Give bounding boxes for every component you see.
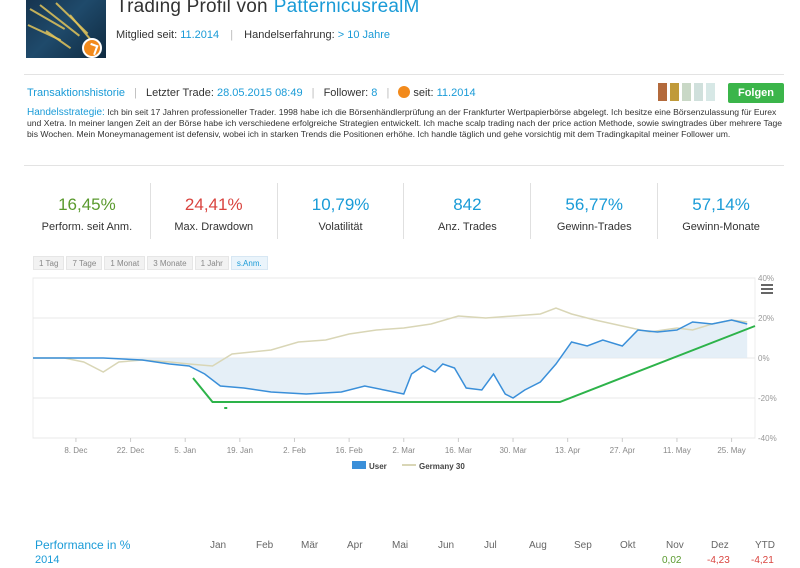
stat-value: 24,41%: [184, 195, 243, 214]
stat-card: 16,45% Perform. seit Anm.: [24, 183, 151, 239]
performance-table: Performance in % Jan Feb Mär Apr Mai Jun Jul Aug…: [0, 538, 800, 568]
x-tick-label: 22. Dec: [117, 446, 145, 455]
since-value: 11.2014: [436, 87, 476, 99]
stat-card: 842 Anz. Trades: [404, 183, 532, 239]
follow-button[interactable]: Folgen: [728, 83, 784, 103]
username: PatternicusrealM: [273, 0, 420, 17]
y-tick-label: -40%: [758, 434, 777, 443]
tab-3-monate[interactable]: 3 Monate: [147, 256, 193, 270]
chart-menu-icon: [761, 288, 773, 290]
performance-title: Performance in %: [35, 538, 131, 552]
chart-menu-icon: [761, 292, 773, 294]
x-tick-label: 2. Mar: [392, 446, 415, 455]
x-tick-label: 27. Apr: [610, 446, 636, 455]
y-tick-label: -20%: [758, 394, 777, 403]
legend-label-germany-30: Germany 30: [419, 462, 465, 471]
y-tick-label: 0%: [758, 354, 770, 363]
rank-ribbon-icon: [670, 83, 679, 105]
tab-1-jahr[interactable]: 1 Jahr: [194, 256, 229, 270]
month-header: Dez: [711, 540, 729, 551]
stat-value: 842: [453, 195, 482, 214]
month-header: Feb: [256, 540, 274, 551]
stats-row: 16,45% Perform. seit Anm. 24,41% Max. Drawd…: [24, 183, 784, 239]
x-tick-label: 16. Feb: [336, 446, 364, 455]
x-tick-label: 19. Jan: [227, 446, 253, 455]
experience-value: > 10 Jahre: [337, 29, 391, 41]
strategy-label: Handelsstrategie:: [27, 107, 105, 118]
follower-count: 8: [371, 87, 378, 99]
tab-s-anm[interactable]: s.Anm.: [230, 256, 268, 270]
year-label: 2014: [35, 554, 60, 566]
stat-card: 24,41% Max. Drawdown: [151, 183, 278, 239]
annotation-dot: [224, 407, 228, 409]
month-header: Nov: [666, 540, 684, 551]
stat-card: 10,79% Volatilität: [278, 183, 405, 239]
stat-value: 56,77%: [565, 195, 624, 214]
x-tick-label: 30. Mar: [499, 446, 526, 455]
rank-ribbon-icon: [706, 83, 715, 105]
annotation-line: [192, 325, 756, 403]
x-tick-label: 11. May: [663, 446, 691, 455]
y-tick-label: 40%: [758, 274, 774, 283]
performance-cell: -4,23: [707, 555, 730, 566]
last-trade-value: 28.05.2015 08:49: [216, 87, 303, 99]
coin-icon: [398, 86, 411, 98]
member-since-value: 11.2014: [180, 29, 220, 41]
trade-info-row: Transaktionshistorie | Letzter Trade: 28…: [27, 86, 476, 99]
performance-cell: -4,21: [751, 555, 774, 566]
performance-chart: 40% 20% 0% -20% -40% 8. Dec 22. Dec 5. Jan 19. J…: [32, 274, 777, 471]
stat-label: Perform. seit Anm.: [41, 221, 133, 233]
month-header: YTD: [755, 540, 775, 551]
rank-ribbon-icon: [682, 83, 691, 105]
month-header: Apr: [347, 540, 363, 551]
trader-badge-icon: [82, 38, 102, 58]
month-header: Mai: [392, 540, 409, 551]
rank-ribbon-icon: [658, 83, 667, 105]
x-tick-label: 13. Apr: [555, 446, 581, 455]
stat-label: Gewinn-Monate: [682, 221, 760, 233]
rank-ribbon-icon: [694, 83, 703, 105]
tab-1-monat[interactable]: 1 Monat: [104, 256, 146, 270]
month-header: Jun: [438, 540, 455, 551]
divider: [24, 74, 784, 75]
stat-value: 10,79%: [311, 195, 370, 214]
stat-label: Volatilität: [318, 221, 363, 233]
month-header: Jul: [484, 540, 497, 551]
legend-label-user: User: [369, 462, 387, 471]
month-header: Jan: [210, 540, 227, 551]
performance-cell: 0,02: [662, 555, 682, 566]
chart-menu-icon: [761, 284, 773, 286]
month-header: Okt: [620, 540, 636, 551]
timeframe-tabs: 1 Tag 7 Tage 1 Monat 3 Monate 1 Jahr s.Anm.: [33, 256, 268, 270]
x-tick-label: 8. Dec: [64, 446, 87, 455]
profile-meta: Mitglied seit: 11.2014 | Handelserfahrun…: [116, 29, 391, 41]
divider: [24, 165, 784, 166]
series-line-user: [33, 319, 748, 399]
page-title: Trading Profil von PatternicusrealM: [116, 0, 420, 18]
y-tick-label: 20%: [758, 314, 774, 323]
profile-header: Trading Profil von PatternicusrealM Mitgl…: [0, 0, 800, 66]
month-header: Aug: [529, 540, 547, 551]
stat-card: 56,77% Gewinn-Trades: [531, 183, 659, 239]
stat-value: 57,14%: [692, 195, 750, 214]
stat-label: Max. Drawdown: [174, 221, 254, 233]
x-tick-label: 2. Feb: [283, 446, 306, 455]
strategy-text: Handelsstrategie: Ich bin seit 17 Jahren…: [27, 107, 783, 139]
transaction-history-link[interactable]: Transaktionshistorie: [27, 87, 126, 99]
tab-1-tag[interactable]: 1 Tag: [33, 256, 65, 270]
tab-7-tage[interactable]: 7 Tage: [66, 256, 103, 270]
stat-card: 57,14% Gewinn-Monate: [658, 183, 784, 239]
month-header: Mär: [301, 540, 319, 551]
stat-label: Gewinn-Trades: [556, 221, 632, 233]
x-tick-label: 25. May: [717, 446, 745, 455]
month-header: Sep: [574, 540, 592, 551]
x-tick-label: 5. Jan: [174, 446, 196, 455]
legend-swatch-user: [352, 461, 366, 469]
stat-label: Anz. Trades: [438, 221, 497, 233]
stat-value: 16,45%: [58, 195, 116, 214]
x-tick-label: 16. Mar: [445, 446, 472, 455]
